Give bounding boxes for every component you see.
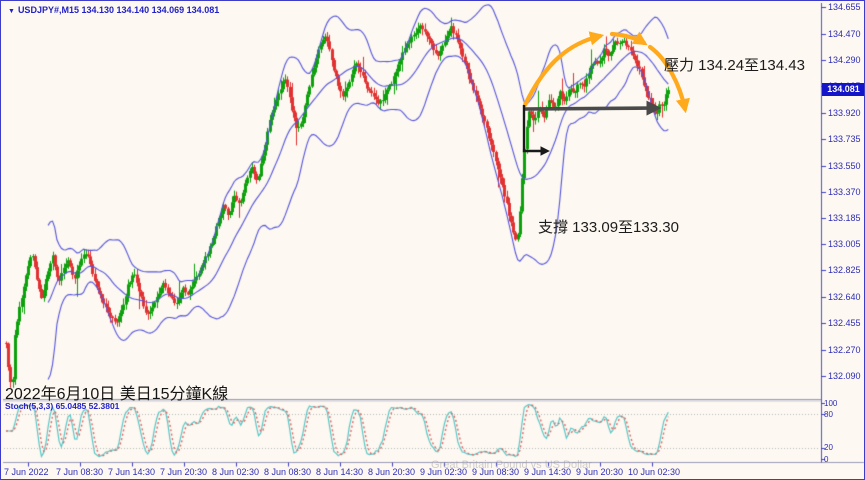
resistance-annotation: 壓力 134.24至134.43 xyxy=(664,57,805,74)
price-axis-label: 132.270 xyxy=(828,345,861,356)
price-axis-label: 132.090 xyxy=(828,371,861,381)
stoch-scale-label: 20 xyxy=(824,443,833,453)
time-axis-label: 8 Jun 14:30 xyxy=(316,467,364,477)
dropdown-icon[interactable]: ▼ xyxy=(8,8,15,15)
price-axis-label: 133.185 xyxy=(828,213,861,224)
price-axis-label: 133.370 xyxy=(828,186,861,197)
price-axis-label: 132.825 xyxy=(828,265,861,276)
stoch-scale-label: 80 xyxy=(824,409,833,419)
price-axis-label: 133.920 xyxy=(828,107,861,118)
ohlc-low: 134.069 xyxy=(151,5,185,15)
price-axis-label: 134.470 xyxy=(828,28,861,39)
time-axis-label: 7 Jun 08:30 xyxy=(56,467,104,477)
symbol-label: USDJPY#,M15 xyxy=(17,5,79,15)
price-axis-label: 134.655 xyxy=(828,2,861,12)
chart-title: ▼ USDJPY#,M15 134.130 134.140 134.069 134… xyxy=(8,5,219,15)
time-axis-label: 10 Jun 02:30 xyxy=(628,467,681,477)
ohlc-open: 134.130 xyxy=(81,5,115,15)
time-axis-label: 9 Jun 02:30 xyxy=(420,467,468,477)
time-axis-label: 9 Jun 14:30 xyxy=(524,467,572,477)
ohlc-high: 134.140 xyxy=(116,5,150,15)
stoch-scale-label: 0 xyxy=(824,454,829,464)
stoch-k-value: 65.0485 xyxy=(55,401,87,411)
time-axis-label: 8 Jun 08:30 xyxy=(264,467,312,477)
stoch-indicator-label: Stoch(5,3,3) 65.0485 52.3801 xyxy=(5,401,119,411)
time-axis-label: 7 Jun 2022 xyxy=(4,467,49,477)
time-axis-label: 9 Jun 08:30 xyxy=(472,467,520,477)
ohlc-close: 134.081 xyxy=(186,5,220,15)
watermark-text: Great Britain Pound vs US Dollar xyxy=(431,459,592,471)
current-price-badge: 134.081 xyxy=(822,83,864,97)
price-axis-label: 132.455 xyxy=(828,318,861,329)
chart-caption: 2022年6月10日 美日15分鐘K線 xyxy=(5,386,229,403)
time-axis-label: 9 Jun 20:30 xyxy=(576,467,624,477)
support-annotation: 支撐 133.09至133.30 xyxy=(538,219,679,236)
price-axis-label: 133.550 xyxy=(828,160,861,171)
time-axis-label: 7 Jun 20:30 xyxy=(160,467,208,477)
stoch-d-value: 52.3801 xyxy=(88,401,120,411)
price-axis-label: 133.005 xyxy=(828,239,861,250)
price-axis-label: 132.640 xyxy=(828,291,861,302)
stoch-name: Stoch(5,3,3) xyxy=(5,401,54,411)
price-axis-label: 134.290 xyxy=(828,54,861,65)
time-axis-label: 8 Jun 20:30 xyxy=(368,467,416,477)
stoch-scale-label: 100 xyxy=(824,398,838,408)
price-axis-label: 133.735 xyxy=(828,134,861,145)
time-axis-label: 8 Jun 02:30 xyxy=(212,467,260,477)
time-axis-label: 7 Jun 14:30 xyxy=(108,467,156,477)
